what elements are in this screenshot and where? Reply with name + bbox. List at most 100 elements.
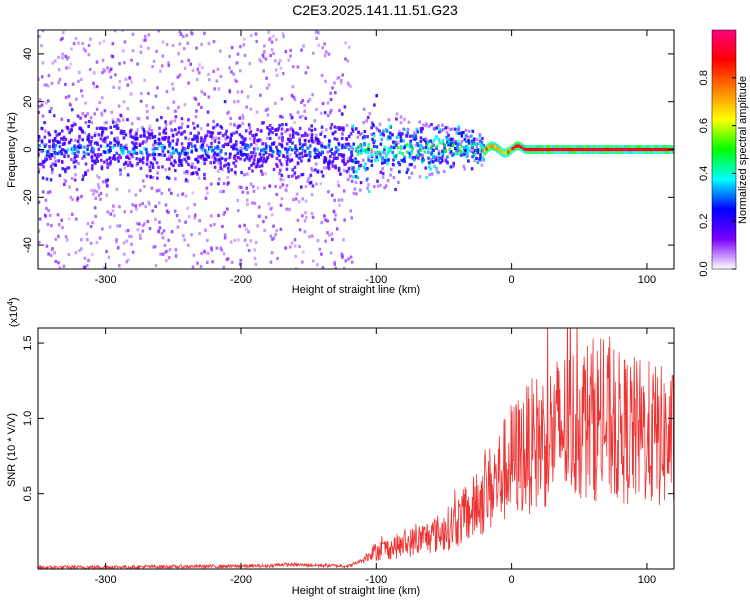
heatmap-cell-1085	[213, 223, 216, 227]
heatmap-cell-667	[145, 139, 149, 143]
heatmap-cell-1337	[253, 158, 256, 162]
heatmap-cell-235	[73, 165, 77, 169]
heatmap-cell-399	[99, 153, 103, 157]
heatmap-cell-1618	[296, 161, 300, 165]
heatmap-cell-325	[88, 67, 92, 72]
heatmap-cell-530	[122, 136, 126, 140]
heatmap-cell-24	[41, 61, 45, 65]
heatmap-cell-2660	[613, 150, 616, 154]
heatmap-cell-2137	[397, 180, 400, 184]
heatmap-cell-4	[38, 217, 42, 221]
heatmap-cell-1368	[259, 138, 263, 142]
heatmap-cell-1638	[301, 145, 304, 149]
heatmap-cell-1991	[363, 129, 367, 134]
heatmap-cell-1486	[277, 62, 281, 66]
heatmap-cell-755	[157, 153, 161, 157]
heatmap-cell-1591	[294, 131, 298, 135]
heatmap-cell-2492	[491, 147, 495, 151]
heatmap-cell-2701	[643, 145, 647, 149]
heatmap-cell-654	[140, 158, 144, 162]
heatmap-cell-1485	[279, 227, 283, 231]
heatmap-cell-2138	[401, 152, 404, 156]
heatmap-cell-1652	[304, 142, 307, 147]
heatmap-cell-2001	[364, 162, 367, 166]
heatmap-cell-302	[85, 232, 89, 236]
heatmap-cell-656	[142, 140, 145, 144]
heatmap-cell-2047	[376, 128, 379, 132]
heatmap-cell-592	[133, 151, 136, 155]
heatmap-cell-408	[103, 109, 107, 113]
heatmap-cell-2268	[430, 141, 434, 145]
heatmap-cell-1613	[298, 146, 302, 150]
heatmap-cell-1091	[214, 146, 217, 150]
heatmap-cell-717	[150, 133, 153, 137]
heatmap-cell-195	[67, 154, 70, 158]
heatmap-cell-950	[189, 142, 193, 146]
heatmap-cell-775	[162, 128, 166, 133]
heatmap-cell-355	[92, 150, 95, 154]
heatmap-cell-1429	[269, 260, 273, 264]
heatmap-cell-1841	[337, 75, 341, 80]
heatmap-cell-1369	[260, 60, 263, 64]
heatmap-cell-568	[128, 189, 131, 193]
heatmap-cell-779	[160, 146, 164, 150]
heatmap-cell-1457	[270, 142, 274, 146]
heatmap-cell-1424	[268, 36, 272, 41]
heatmap-cell-2012	[367, 143, 371, 147]
heatmap-cell-2669	[619, 150, 623, 154]
heatmap-cell-910	[183, 149, 187, 153]
heatmap-cell-2150	[403, 146, 406, 150]
heatmap-cell-2124	[394, 140, 398, 144]
heatmap-cell-839	[171, 139, 175, 143]
heatmap-cell-958	[190, 144, 194, 149]
heatmap-cell-1643	[303, 109, 306, 113]
heatmap-cell-1097	[214, 158, 217, 162]
heatmap-cell-380	[98, 41, 102, 45]
heatmap-cell-2247	[425, 122, 428, 126]
heatmap-cell-1858	[337, 141, 340, 146]
heatmap-cell-328	[90, 120, 94, 124]
heatmap-cell-962	[193, 216, 197, 220]
heatmap-cell-2476	[480, 163, 484, 167]
heatmap-cell-1245	[239, 262, 242, 266]
heatmap-cell-2417	[467, 149, 471, 153]
heatmap-cell-1338	[251, 151, 255, 155]
heatmap-cell-843	[173, 119, 177, 123]
heatmap-cell-815	[167, 176, 171, 180]
heatmap-cell-2632	[593, 145, 597, 149]
heatmap-cell-1234	[236, 156, 240, 160]
heatmap-cell-1090	[212, 160, 216, 165]
heatmap-cell-2682	[628, 147, 631, 152]
heatmap-cell-566	[129, 92, 133, 96]
heatmap-cell-97	[52, 144, 55, 148]
heatmap-cell-550	[126, 118, 129, 122]
heatmap-cell-1775	[323, 145, 327, 149]
heatmap-cell-1047	[207, 42, 211, 46]
heatmap-cell-361	[96, 183, 100, 187]
heatmap-cell-1917	[347, 147, 351, 151]
heatmap-cell-304	[86, 258, 90, 263]
heatmap-cell-1786	[326, 114, 330, 118]
heatmap-cell-2722	[658, 145, 662, 149]
heatmap-cell-730	[155, 118, 159, 122]
heatmap-cell-1182	[229, 122, 232, 126]
heatmap-cell-2594	[565, 150, 569, 154]
heatmap-cell-247	[75, 188, 79, 192]
heatmap-cell-1635	[301, 172, 305, 177]
heatmap-cell-1975	[359, 163, 363, 167]
heatmap-cell-1555	[288, 159, 292, 163]
heatmap-cell-1683	[312, 259, 315, 263]
heatmap-cell-2387	[460, 150, 463, 154]
heatmap-cell-1751	[319, 132, 322, 136]
heatmap-cell-776	[161, 149, 165, 153]
heatmap-cell-1359	[255, 164, 259, 169]
heatmap-cell-1230	[235, 140, 238, 144]
heatmap-cell-2083	[386, 137, 390, 141]
heatmap-cell-2232	[421, 127, 424, 131]
heatmap-cell-2177	[408, 163, 412, 167]
heatmap-cell-1825	[333, 198, 336, 202]
heatmap-cell-753	[157, 142, 161, 146]
heatmap-cell-83	[51, 162, 54, 166]
heatmap-cell-2092	[386, 179, 390, 183]
heatmap-cell-773	[161, 137, 164, 141]
